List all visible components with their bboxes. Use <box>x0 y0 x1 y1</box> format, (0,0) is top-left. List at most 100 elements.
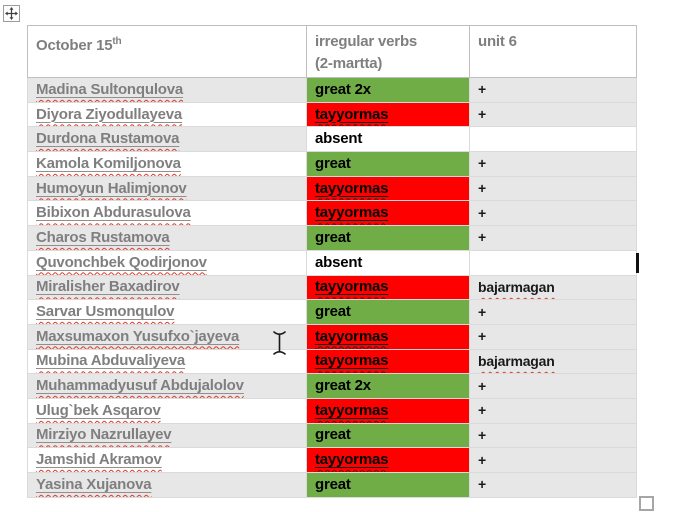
unit-status-cell[interactable]: + <box>470 176 637 202</box>
table-resize-handle[interactable] <box>639 496 654 511</box>
student-name: Ulug`bek Asqarov <box>36 401 161 419</box>
unit-status-text: + <box>478 377 486 394</box>
unit-status-text: + <box>478 402 486 419</box>
student-name: Yasina Xujanova <box>36 475 152 493</box>
verbs-status-cell[interactable]: great 2x <box>307 374 470 399</box>
verbs-status-cell[interactable]: tayyormas <box>307 349 470 375</box>
verbs-status-cell[interactable]: tayyormas <box>307 324 470 350</box>
student-name: Diyora Ziyodullayeva <box>36 105 183 123</box>
student-name: Jamshid Akramov <box>36 451 162 469</box>
student-name: Charos Rustamova <box>36 228 170 246</box>
verbs-status-cell[interactable]: great <box>307 226 470 251</box>
table-row: Miralisher Baxadirov tayyormas bajarmaga… <box>27 275 637 301</box>
student-name-cell[interactable]: Muhammadyusuf Abdujalolov <box>27 374 307 399</box>
header-date-cell[interactable]: October 15th <box>27 25 307 78</box>
unit-status-cell[interactable]: + <box>470 300 637 325</box>
verbs-status-text: tayyormas <box>315 278 389 296</box>
unit-status-cell[interactable]: + <box>470 423 637 449</box>
student-name-cell[interactable]: Ulug`bek Asqarov <box>27 398 307 424</box>
verbs-status-text: great <box>315 426 351 444</box>
unit-status-cell[interactable]: + <box>470 398 637 424</box>
verbs-status-text: tayyormas <box>315 179 389 197</box>
table-row: Diyora Ziyodullayeva tayyormas + <box>27 102 637 128</box>
unit-status-cell[interactable]: + <box>470 374 637 399</box>
verbs-status-cell[interactable]: tayyormas <box>307 201 470 227</box>
student-name: Kamola Komiljonova <box>36 154 181 172</box>
table-row: Mirziyo Nazrullayev great + <box>27 423 637 449</box>
verbs-status-cell[interactable]: great <box>307 152 470 177</box>
table-row: Durdona Rustamova absent <box>27 127 637 153</box>
table-row: Maxsumaxon Yusufxo`jayeva tayyormas + <box>27 324 637 350</box>
student-name-cell[interactable]: Mubina Abduvaliyeva <box>27 349 307 375</box>
verbs-status-cell[interactable]: tayyormas <box>307 398 470 424</box>
student-name-cell[interactable]: Madina Sultonqulova <box>27 78 307 103</box>
student-name-cell[interactable]: Mirziyo Nazrullayev <box>27 423 307 449</box>
table-body: Madina Sultonqulova great 2x + Diyora Zi… <box>27 78 637 498</box>
header-unit-cell[interactable]: unit 6 <box>470 25 637 78</box>
unit-status-cell[interactable]: bajarmagan <box>470 275 637 301</box>
verbs-status-cell[interactable]: great <box>307 423 470 449</box>
student-name-cell[interactable]: Sarvar Usmonqulov <box>27 300 307 325</box>
student-name-cell[interactable]: Humoyun Halimjonov <box>27 176 307 202</box>
table-row: Yasina Xujanova great + <box>27 473 637 498</box>
unit-status-text: bajarmagan <box>478 352 555 369</box>
unit-status-cell[interactable] <box>470 127 637 153</box>
verbs-status-text: tayyormas <box>315 352 389 370</box>
verbs-status-cell[interactable]: tayyormas <box>307 102 470 128</box>
verbs-status-text: absent <box>315 253 363 271</box>
student-name-cell[interactable]: Bibixon Abdurasulova <box>27 201 307 227</box>
student-name-cell[interactable]: Durdona Rustamova <box>27 127 307 153</box>
student-name: Bibixon Abdurasulova <box>36 204 191 222</box>
verbs-status-text: great 2x <box>315 80 371 98</box>
verbs-status-cell[interactable]: absent <box>307 127 470 153</box>
unit-status-cell[interactable]: + <box>470 201 637 227</box>
student-name-cell[interactable]: Jamshid Akramov <box>27 448 307 473</box>
table-move-handle[interactable] <box>3 5 20 22</box>
unit-status-cell[interactable]: + <box>470 473 637 498</box>
student-name-cell[interactable]: Kamola Komiljonova <box>27 152 307 177</box>
unit-status-cell[interactable]: + <box>470 226 637 251</box>
student-name: Muhammadyusuf Abdujalolov <box>36 377 244 395</box>
verbs-status-text: tayyormas <box>315 401 389 419</box>
unit-status-cell[interactable]: bajarmagan <box>470 349 637 375</box>
student-name-cell[interactable]: Quvonchbek Qodirjonov <box>27 250 307 276</box>
verbs-status-cell[interactable]: tayyormas <box>307 176 470 202</box>
unit-status-cell[interactable]: + <box>470 448 637 473</box>
verbs-status-text: tayyormas <box>315 327 389 345</box>
unit-status-cell[interactable]: + <box>470 102 637 128</box>
text-cursor-icon <box>272 330 287 356</box>
header-date-superscript: th <box>112 36 122 47</box>
student-name-cell[interactable]: Yasina Xujanova <box>27 473 307 498</box>
verbs-status-text: tayyormas <box>315 451 389 469</box>
student-name-cell[interactable]: Charos Rustamova <box>27 226 307 251</box>
unit-status-cell[interactable] <box>470 250 637 276</box>
verbs-status-text: great <box>315 154 351 172</box>
verbs-status-cell[interactable]: great <box>307 473 470 498</box>
table-row: Muhammadyusuf Abdujalolov great 2x + <box>27 374 637 399</box>
student-name-cell[interactable]: Diyora Ziyodullayeva <box>27 102 307 128</box>
student-name-cell[interactable]: Maxsumaxon Yusufxo`jayeva <box>27 324 307 350</box>
grade-table: October 15th irregular verbs (2-martta) … <box>27 25 637 498</box>
unit-status-cell[interactable]: + <box>470 152 637 177</box>
verbs-status-text: tayyormas <box>315 105 389 123</box>
unit-status-cell[interactable]: + <box>470 78 637 103</box>
verbs-status-text: tayyormas <box>315 204 389 222</box>
table-row: Quvonchbek Qodirjonov absent <box>27 250 637 276</box>
verbs-status-cell[interactable]: tayyormas <box>307 448 470 473</box>
unit-status-text: + <box>478 328 486 345</box>
verbs-status-cell[interactable]: tayyormas <box>307 275 470 301</box>
header-verbs-line1: irregular verbs <box>315 33 418 50</box>
unit-status-cell[interactable]: + <box>470 324 637 350</box>
table-header-row: October 15th irregular verbs (2-martta) … <box>27 25 637 78</box>
verbs-status-cell[interactable]: great 2x <box>307 78 470 103</box>
table-row: Jamshid Akramov tayyormas + <box>27 448 637 473</box>
header-verbs-cell[interactable]: irregular verbs (2-martta) <box>307 25 470 78</box>
student-name-cell[interactable]: Miralisher Baxadirov <box>27 275 307 301</box>
verbs-status-cell[interactable]: absent <box>307 250 470 276</box>
verbs-status-text: great <box>315 475 351 493</box>
student-name: Mubina Abduvaliyeva <box>36 352 186 370</box>
table-row: Humoyun Halimjonov tayyormas + <box>27 176 637 202</box>
verbs-status-cell[interactable]: great <box>307 300 470 325</box>
student-name: Durdona Rustamova <box>36 130 180 148</box>
